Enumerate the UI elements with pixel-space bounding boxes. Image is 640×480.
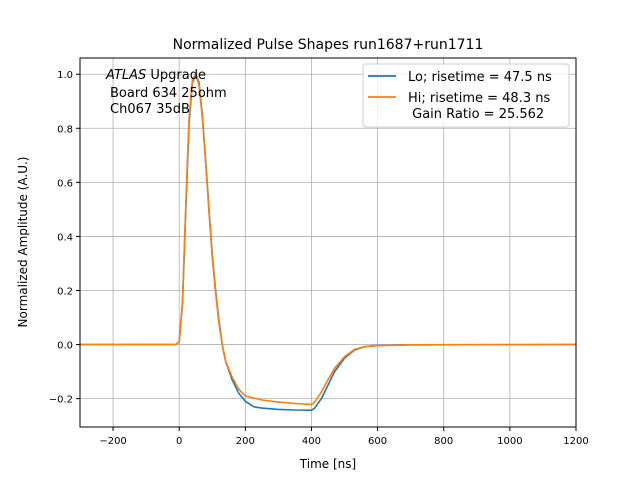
y-tick-label: 1.0 [57, 70, 73, 81]
plot-frame [79, 57, 577, 428]
series-lines [80, 73, 577, 411]
y-tick-label: 0.8 [57, 124, 73, 135]
legend-label-hi: Hi; risetime = 48.3 ns [408, 91, 550, 106]
x-axis-label: Time [ns] [299, 457, 356, 471]
x-tick-label: −200 [99, 436, 126, 447]
annotation-line1: ATLAS Upgrade [105, 68, 206, 83]
y-tick-label: 0.4 [57, 232, 73, 243]
x-tick-label: 0 [176, 436, 182, 447]
series-line-hi [80, 73, 577, 406]
chart-title: Normalized Pulse Shapes run1687+run1711 [173, 37, 484, 53]
x-tick-label: 800 [434, 436, 453, 447]
legend-box [362, 63, 570, 128]
x-tick-label: 600 [368, 436, 387, 447]
y-tick-label: 0.6 [57, 178, 73, 189]
y-tick-label: 0.2 [57, 286, 73, 297]
legend-label-gain: Gain Ratio = 25.562 [408, 107, 544, 122]
annotation-line3: Ch067 35dB [110, 102, 190, 117]
y-axis-label: Normalized Amplitude (A.U.) [16, 157, 30, 328]
annotation-line2: Board 634 25ohm [110, 86, 227, 101]
axis-ticks: −200 0 200 400 600 800 1000 1200 −0.2 0.0 0.2 0.4 0.… [49, 70, 589, 447]
legend-label-lo: Lo; risetime = 47.5 ns [408, 70, 552, 85]
x-tick-label: 1200 [563, 436, 588, 447]
x-tick-label: 400 [302, 436, 321, 447]
x-tick-label: 200 [236, 436, 255, 447]
y-tick-label: 0.0 [57, 341, 73, 352]
legend: Lo; risetime = 47.5 ns Hi; risetime = 48… [362, 63, 570, 128]
x-tick-label: 1000 [497, 436, 522, 447]
annotation: ATLAS Upgrade Board 634 25ohm Ch067 35dB [105, 68, 227, 117]
y-tick-label: −0.2 [49, 395, 73, 406]
